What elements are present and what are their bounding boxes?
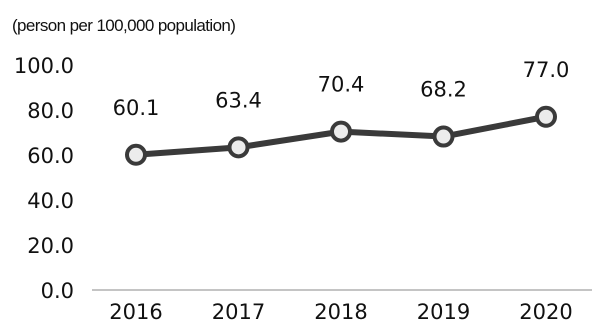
y-tick-label: 40.0 (27, 189, 74, 213)
data-label: 60.1 (113, 96, 160, 120)
x-tick-label: 2016 (109, 300, 162, 324)
data-point-marker (535, 105, 557, 128)
y-tick-label: 80.0 (27, 99, 74, 123)
x-tick-label: 2017 (212, 300, 265, 324)
data-label: 77.0 (523, 58, 570, 82)
data-markers (125, 105, 557, 166)
data-labels: 60.1 63.4 70.4 68.2 77.0 (113, 58, 570, 120)
x-tick-label: 2018 (314, 300, 367, 324)
data-point-marker (125, 143, 147, 166)
y-tick-label: 0.0 (41, 279, 74, 303)
x-tick-label: 2020 (519, 300, 572, 324)
x-axis-labels: 2016 2017 2018 2019 2020 (109, 300, 572, 324)
data-label: 68.2 (420, 78, 467, 102)
data-point-marker (330, 120, 352, 143)
data-point-marker (432, 125, 455, 148)
x-tick-label: 2019 (417, 300, 470, 324)
data-label: 63.4 (215, 88, 262, 112)
y-tick-label: 60.0 (27, 144, 74, 168)
data-point-marker (227, 136, 250, 159)
data-label: 70.4 (318, 73, 365, 97)
unit-label: (person per 100,000 population) (12, 16, 235, 35)
y-tick-label: 20.0 (27, 234, 74, 258)
y-tick-label: 100.0 (14, 54, 74, 78)
y-axis-ticks: 0.0 20.0 40.0 60.0 80.0 100.0 (14, 54, 74, 303)
